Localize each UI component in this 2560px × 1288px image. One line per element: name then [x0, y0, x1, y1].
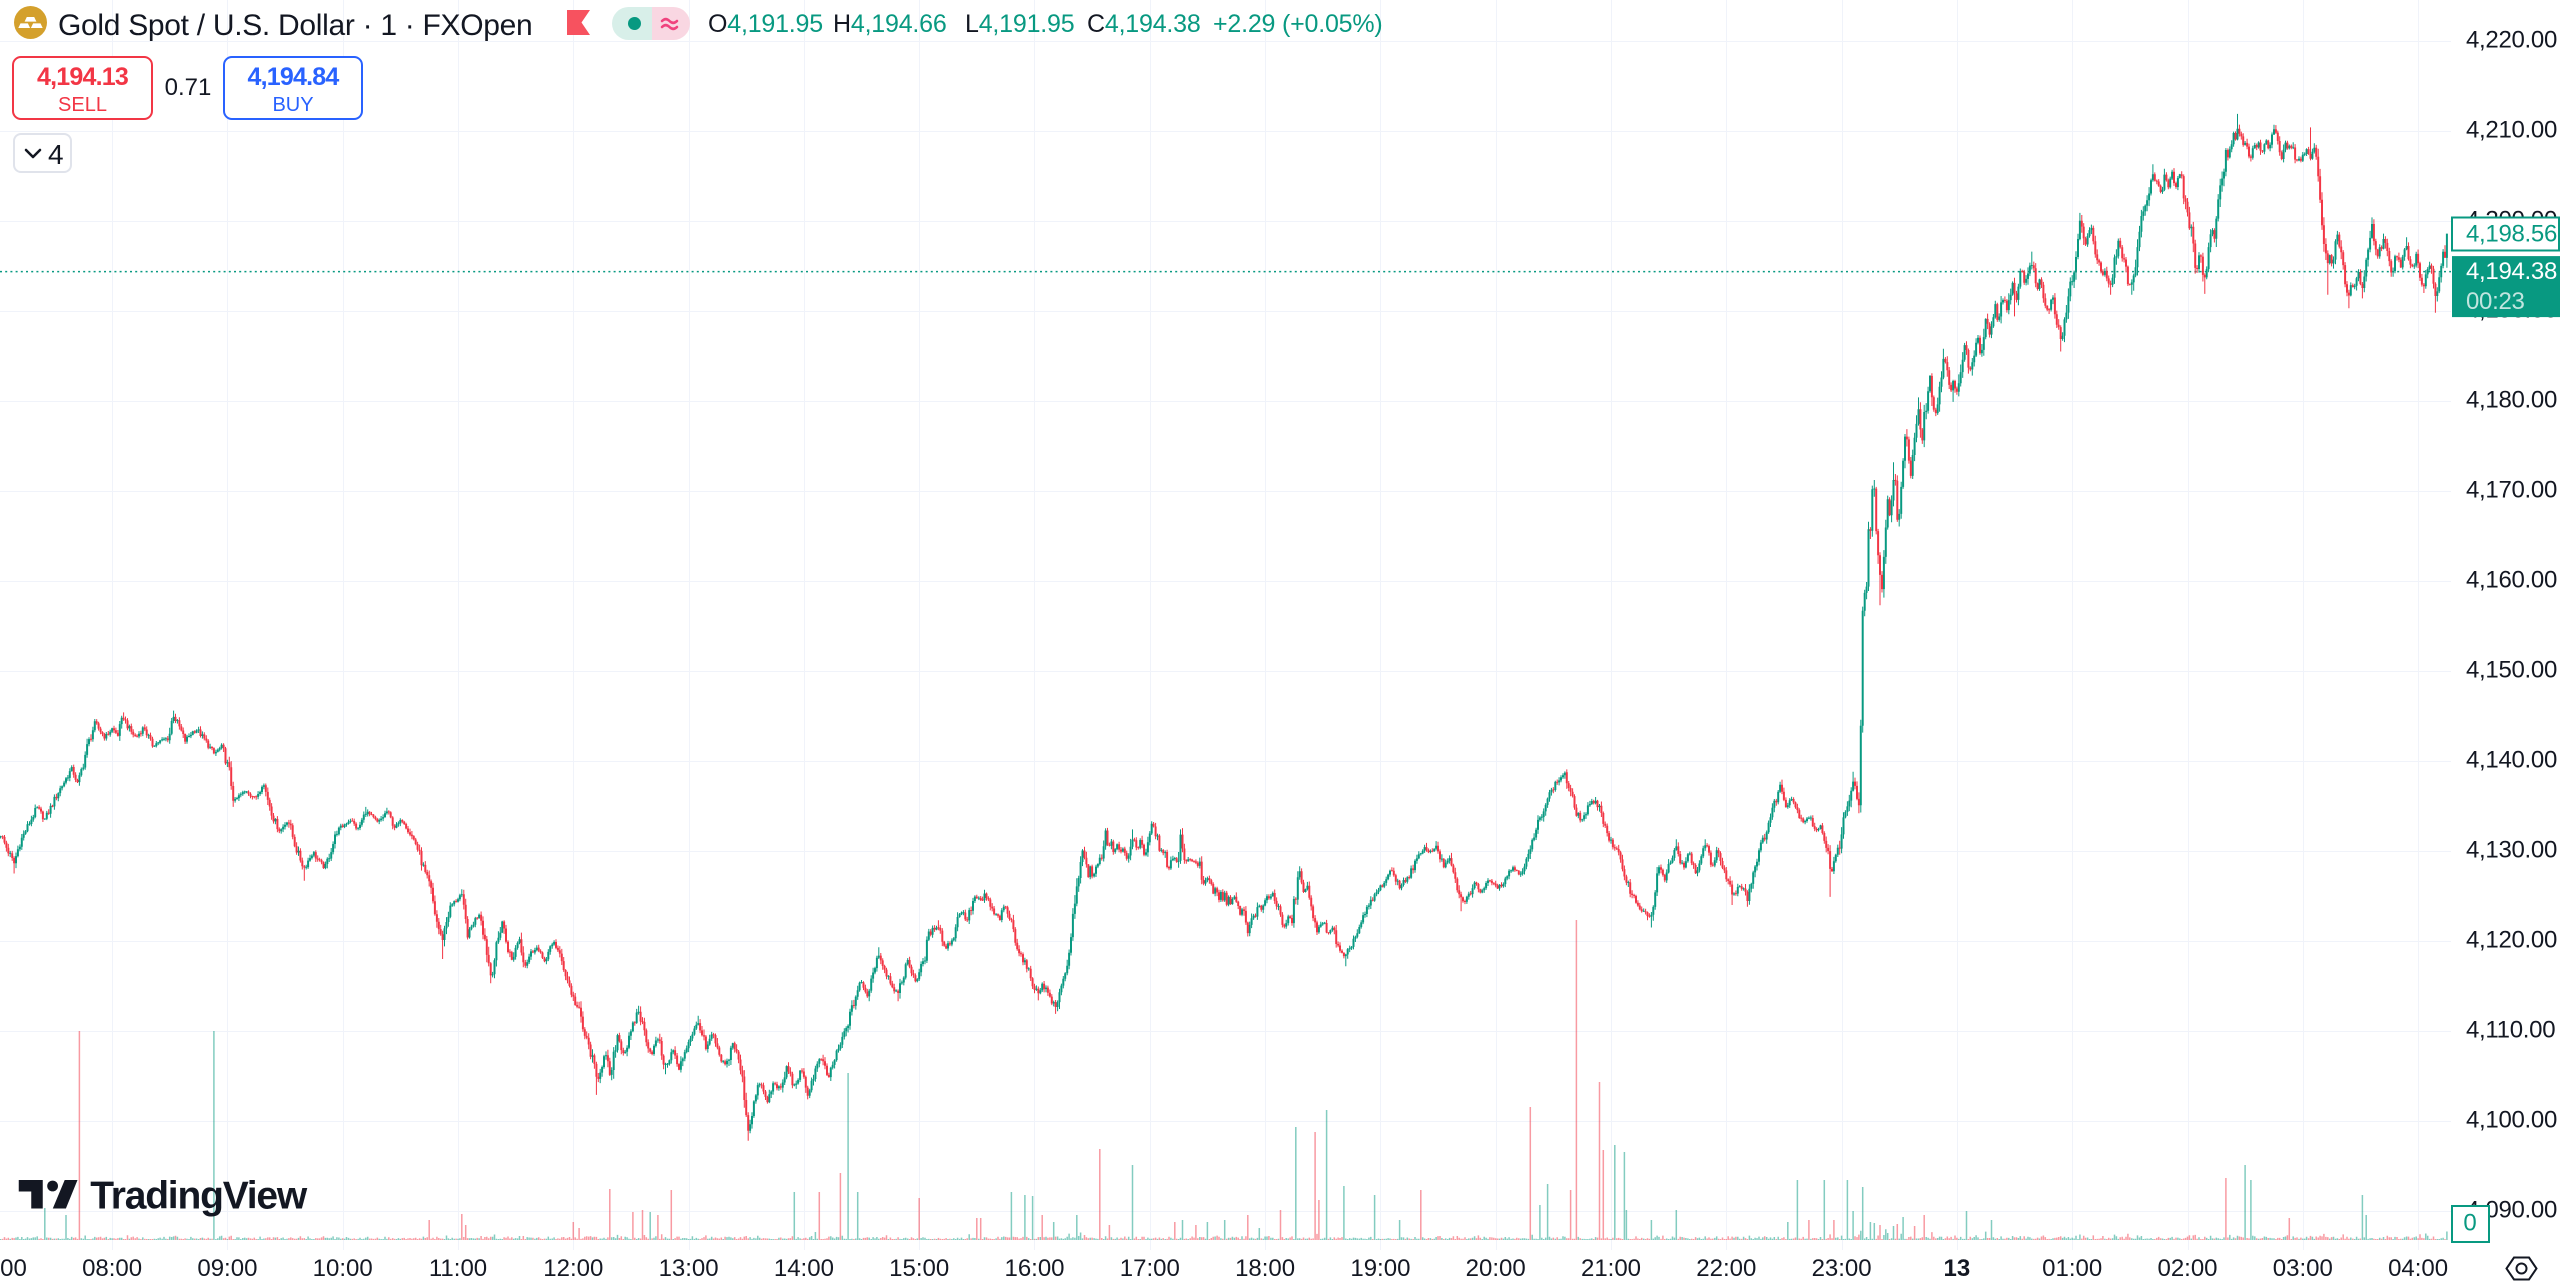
svg-text:4,120.00: 4,120.00	[2466, 926, 2557, 953]
svg-text:4,194.38: 4,194.38	[2466, 258, 2557, 285]
svg-text:4,198.56: 4,198.56	[2466, 220, 2557, 247]
svg-text:07:00: 07:00	[0, 1255, 27, 1282]
svg-text:4,100.00: 4,100.00	[2466, 1106, 2557, 1133]
svg-text:00:23: 00:23	[2466, 288, 2525, 315]
svg-text:04:00: 04:00	[2388, 1255, 2448, 1282]
svg-text:4,180.00: 4,180.00	[2466, 386, 2557, 413]
svg-text:4,150.00: 4,150.00	[2466, 656, 2557, 683]
svg-text:02:00: 02:00	[2157, 1255, 2217, 1282]
svg-text:15:00: 15:00	[889, 1255, 949, 1282]
svg-text:22:00: 22:00	[1696, 1255, 1756, 1282]
svg-text:0: 0	[2463, 1209, 2476, 1236]
svg-text:4,220.00: 4,220.00	[2466, 26, 2557, 53]
svg-text:09:00: 09:00	[197, 1255, 257, 1282]
svg-text:17:00: 17:00	[1120, 1255, 1180, 1282]
svg-text:4,140.00: 4,140.00	[2466, 746, 2557, 773]
svg-text:TradingView: TradingView	[90, 1175, 308, 1218]
svg-text:13: 13	[1944, 1255, 1971, 1282]
svg-text:08:00: 08:00	[82, 1255, 142, 1282]
svg-text:4,110.00: 4,110.00	[2466, 1016, 2555, 1043]
svg-text:14:00: 14:00	[774, 1255, 834, 1282]
svg-text:13:00: 13:00	[659, 1255, 719, 1282]
svg-text:18:00: 18:00	[1235, 1255, 1295, 1282]
svg-text:12:00: 12:00	[543, 1255, 603, 1282]
svg-text:10:00: 10:00	[313, 1255, 373, 1282]
svg-text:11:00: 11:00	[429, 1255, 487, 1282]
svg-text:4,130.00: 4,130.00	[2466, 836, 2557, 863]
svg-text:4,160.00: 4,160.00	[2466, 566, 2557, 593]
svg-text:23:00: 23:00	[1812, 1255, 1872, 1282]
svg-text:19:00: 19:00	[1350, 1255, 1410, 1282]
svg-text:21:00: 21:00	[1581, 1255, 1641, 1282]
svg-text:4,210.00: 4,210.00	[2466, 116, 2557, 143]
svg-text:01:00: 01:00	[2042, 1255, 2102, 1282]
svg-text:16:00: 16:00	[1004, 1255, 1064, 1282]
svg-text:4,170.00: 4,170.00	[2466, 476, 2557, 503]
svg-text:20:00: 20:00	[1466, 1255, 1526, 1282]
svg-text:03:00: 03:00	[2273, 1255, 2333, 1282]
